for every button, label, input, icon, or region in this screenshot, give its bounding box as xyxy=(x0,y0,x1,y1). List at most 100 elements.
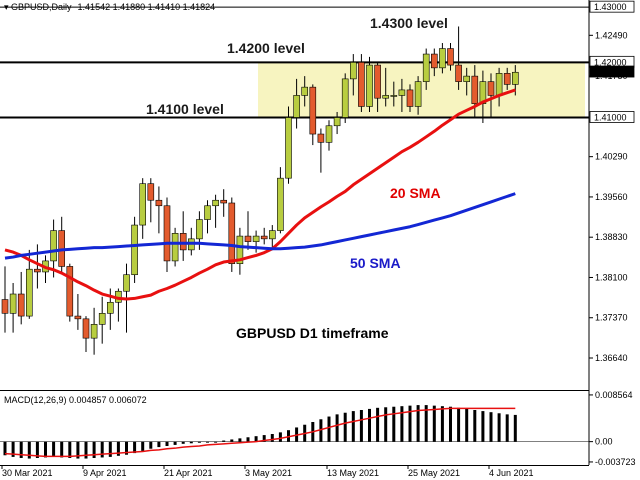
candle xyxy=(204,200,211,234)
price-marker-label: 1.41824 xyxy=(594,67,627,77)
candle-body xyxy=(147,183,155,201)
macd-bar xyxy=(278,432,282,442)
macd-bar xyxy=(489,412,493,442)
candle xyxy=(487,73,495,118)
candle xyxy=(74,294,82,330)
macd-bar xyxy=(246,437,250,442)
candle xyxy=(179,211,187,261)
candle-body xyxy=(374,64,381,99)
candle-body xyxy=(317,133,325,143)
candle xyxy=(374,62,381,112)
candle-body xyxy=(25,268,33,317)
macd-bar xyxy=(368,408,371,442)
candle-body xyxy=(422,53,430,82)
candle xyxy=(50,219,57,278)
candle xyxy=(447,43,454,71)
macd-bar xyxy=(68,441,72,458)
macd-bar xyxy=(222,440,226,442)
level-1410-label: 1.4100 level xyxy=(146,101,224,117)
candle xyxy=(455,26,462,90)
macd-bar xyxy=(108,441,112,457)
macd-bar xyxy=(432,405,436,442)
price-tick-label: 1.42490 xyxy=(595,30,628,40)
time-axis: 30 Mar 2021 9 Apr 2021 21 Apr 2021 3 May 20… xyxy=(1,465,534,478)
candle-body xyxy=(309,86,317,135)
price-marker xyxy=(589,65,635,78)
macd-bar xyxy=(141,441,145,451)
sma50-label: 50 SMA xyxy=(350,255,401,271)
candle-body xyxy=(98,313,106,325)
macd-bar xyxy=(19,441,23,458)
macd-bar xyxy=(449,406,452,442)
candle-body xyxy=(220,199,227,204)
candle-body xyxy=(9,293,17,314)
candle xyxy=(439,43,446,74)
macd-bar xyxy=(116,441,120,456)
candle xyxy=(414,76,422,115)
candle xyxy=(341,73,349,124)
candle xyxy=(503,67,511,90)
candle xyxy=(390,81,398,107)
candle xyxy=(382,67,390,107)
candle xyxy=(236,227,244,275)
candle xyxy=(139,178,146,239)
time-tick-label: 9 Apr 2021 xyxy=(83,468,127,478)
candle-body xyxy=(34,268,41,273)
candle-body xyxy=(107,301,114,314)
macd-bar xyxy=(270,434,274,442)
candle-body xyxy=(325,125,333,143)
time-tick-label: 21 Apr 2021 xyxy=(164,468,213,478)
macd-bar xyxy=(343,412,347,442)
macd-bar xyxy=(76,441,80,459)
macd-bar xyxy=(262,435,266,442)
candle-body xyxy=(244,235,252,242)
price-tick-label: 1.39560 xyxy=(595,192,628,202)
macd-bar xyxy=(416,405,420,442)
chart-symbol-header: ▾ GBPUSD,Daily 1.41542 1.41880 1.41410 1.… xyxy=(4,2,215,12)
candle-body xyxy=(277,177,284,231)
candle-body xyxy=(503,73,511,85)
candle-body xyxy=(196,219,203,240)
candle-body xyxy=(430,53,438,69)
price-marker xyxy=(589,0,635,13)
candle-body xyxy=(382,95,390,99)
candle-body xyxy=(447,48,454,66)
candle-body xyxy=(463,75,471,82)
macd-bar xyxy=(319,419,323,442)
candle-body xyxy=(139,183,146,226)
candle-body xyxy=(358,62,365,107)
candle xyxy=(260,227,268,245)
macd-bar xyxy=(197,441,201,443)
macd-bar xyxy=(408,405,412,442)
macd-bar xyxy=(287,430,290,442)
candle xyxy=(131,216,138,283)
level-1420-label: 1.4200 level xyxy=(227,40,305,56)
time-tick-label: 3 May 2021 xyxy=(245,468,292,478)
candle-body xyxy=(82,318,90,339)
macd-bar xyxy=(206,441,209,443)
candle xyxy=(82,316,90,352)
macd-tick-label: 0.008564 xyxy=(595,390,633,400)
macd-bar xyxy=(238,438,242,442)
candle xyxy=(268,225,276,250)
sma20-line xyxy=(4,88,516,301)
candle xyxy=(171,227,179,267)
candle-body xyxy=(398,89,406,96)
candle-body xyxy=(333,117,341,127)
candle xyxy=(301,76,309,107)
macd-bar xyxy=(230,439,234,442)
candle xyxy=(220,189,227,217)
macd-header: MACD(12,26,9) 0.004857 0.006072 xyxy=(4,395,147,405)
candle-body xyxy=(366,64,373,107)
macd-bar xyxy=(11,441,15,457)
price-tick-label: 1.36640 xyxy=(595,353,628,363)
candle-body xyxy=(74,315,82,320)
candle-body xyxy=(414,81,422,107)
price-marker-label: 1.42000 xyxy=(594,57,627,67)
candle xyxy=(358,54,365,112)
macd-bar xyxy=(214,441,218,443)
candle-body xyxy=(90,324,98,339)
macd-bar xyxy=(351,411,355,442)
candle-body xyxy=(204,205,211,220)
